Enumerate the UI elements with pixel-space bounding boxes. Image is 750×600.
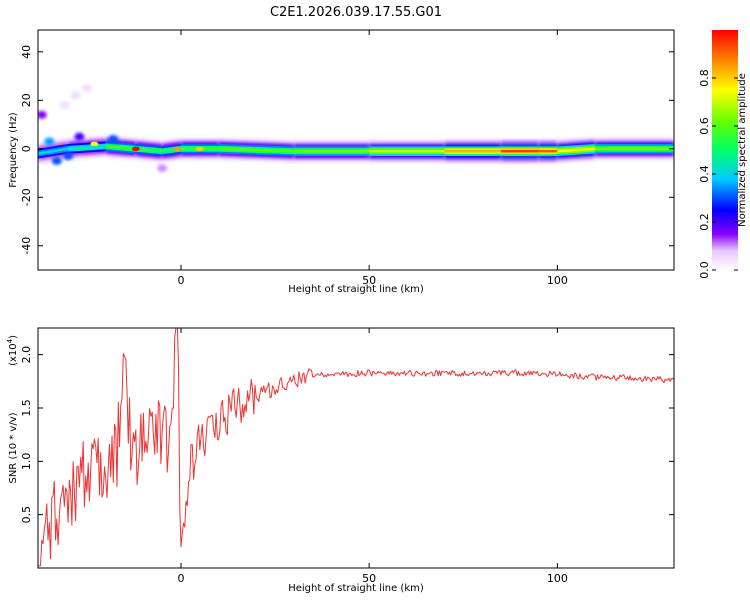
snr-panel: 0 50 100 0.5 1.0 1.5 2.0 Height of straight li… bbox=[6, 327, 675, 594]
snr-ytick-label: 2.0 bbox=[20, 346, 33, 364]
heatmap-blob bbox=[108, 135, 119, 144]
colorbar-label: Normalized spectral amplitude bbox=[737, 73, 748, 227]
heatmap-blob bbox=[81, 84, 92, 93]
heatmap-blob bbox=[44, 137, 55, 146]
heatmap-blob bbox=[63, 152, 74, 161]
heatmap-blob bbox=[70, 91, 81, 100]
heatmap-hotspot bbox=[195, 146, 204, 151]
heatmap-xtick-label: 50 bbox=[362, 274, 376, 287]
band-segment bbox=[444, 150, 501, 153]
snr-xtick-label: 100 bbox=[547, 572, 568, 585]
heatmap-hotspot bbox=[131, 146, 140, 151]
heatmap-frame bbox=[37, 29, 675, 271]
spectrogram-panel: 0 50 100 40 20 0 -20 -40 Height of straight lin… bbox=[8, 29, 675, 295]
snr-y-multiplier: (x104) bbox=[6, 335, 19, 366]
heatmap-blob bbox=[74, 132, 85, 141]
snr-ytick-label: 0.5 bbox=[20, 506, 33, 524]
band-segment bbox=[218, 147, 294, 153]
band-segment bbox=[38, 147, 69, 155]
colorbar-gradient bbox=[712, 30, 738, 270]
colorbar-tick-label: 0.6 bbox=[698, 117, 711, 135]
colorbar: 0.0 0.2 0.4 0.6 0.8 Normalized spectral ampl… bbox=[698, 30, 748, 279]
heatmap-hotspot bbox=[173, 146, 182, 151]
colorbar-tick-label: 0.2 bbox=[698, 213, 711, 231]
snr-ytick-label: 1.5 bbox=[20, 399, 33, 417]
snr-frame bbox=[37, 327, 675, 569]
snr-xtick-label: 50 bbox=[362, 572, 376, 585]
heatmap-blob bbox=[38, 110, 47, 119]
heatmap-ytick-label: -40 bbox=[20, 237, 33, 255]
colorbar-tick-label: 0.4 bbox=[698, 165, 711, 183]
heatmap-ytick-label: 40 bbox=[20, 45, 33, 59]
band-segment bbox=[369, 150, 445, 153]
chart-title: C2E1.2026.039.17.55.G01 bbox=[270, 5, 442, 20]
heatmap-ytick-label: -20 bbox=[20, 188, 33, 206]
colorbar-tick-label: 0.8 bbox=[698, 69, 711, 87]
heatmap-hotspot bbox=[90, 141, 99, 147]
band-segment bbox=[538, 150, 558, 153]
band-segment bbox=[500, 150, 539, 153]
heatmap-ylabel: Frequency (Hz) bbox=[8, 112, 19, 188]
heatmap-blob bbox=[157, 164, 168, 173]
band-segment bbox=[105, 145, 136, 150]
heatmap-xtick-label: 100 bbox=[547, 274, 568, 287]
heatmap-xtick-label: 0 bbox=[178, 274, 185, 287]
band-segment bbox=[68, 145, 106, 150]
band-segment bbox=[293, 150, 370, 153]
snr-ytick-label: 1.0 bbox=[20, 453, 33, 471]
band-segment bbox=[594, 147, 674, 150]
snr-series-line bbox=[38, 328, 674, 567]
snr-xlabel: Height of straight line (km) bbox=[288, 583, 424, 594]
snr-ylabel: SNR (10 * v/v) bbox=[8, 412, 19, 483]
snr-xtick-label: 0 bbox=[178, 572, 185, 585]
heatmap-xlabel: Height of straight line (km) bbox=[288, 284, 424, 295]
colorbar-tick-label: 0.0 bbox=[698, 261, 711, 279]
band-segment bbox=[557, 147, 595, 153]
heatmap-blob bbox=[51, 156, 62, 165]
band-segment bbox=[135, 147, 163, 153]
heatmap-ytick-label: 0 bbox=[20, 145, 33, 152]
heatmap-ytick-label: 20 bbox=[20, 93, 33, 107]
heatmap-blob bbox=[59, 101, 70, 110]
